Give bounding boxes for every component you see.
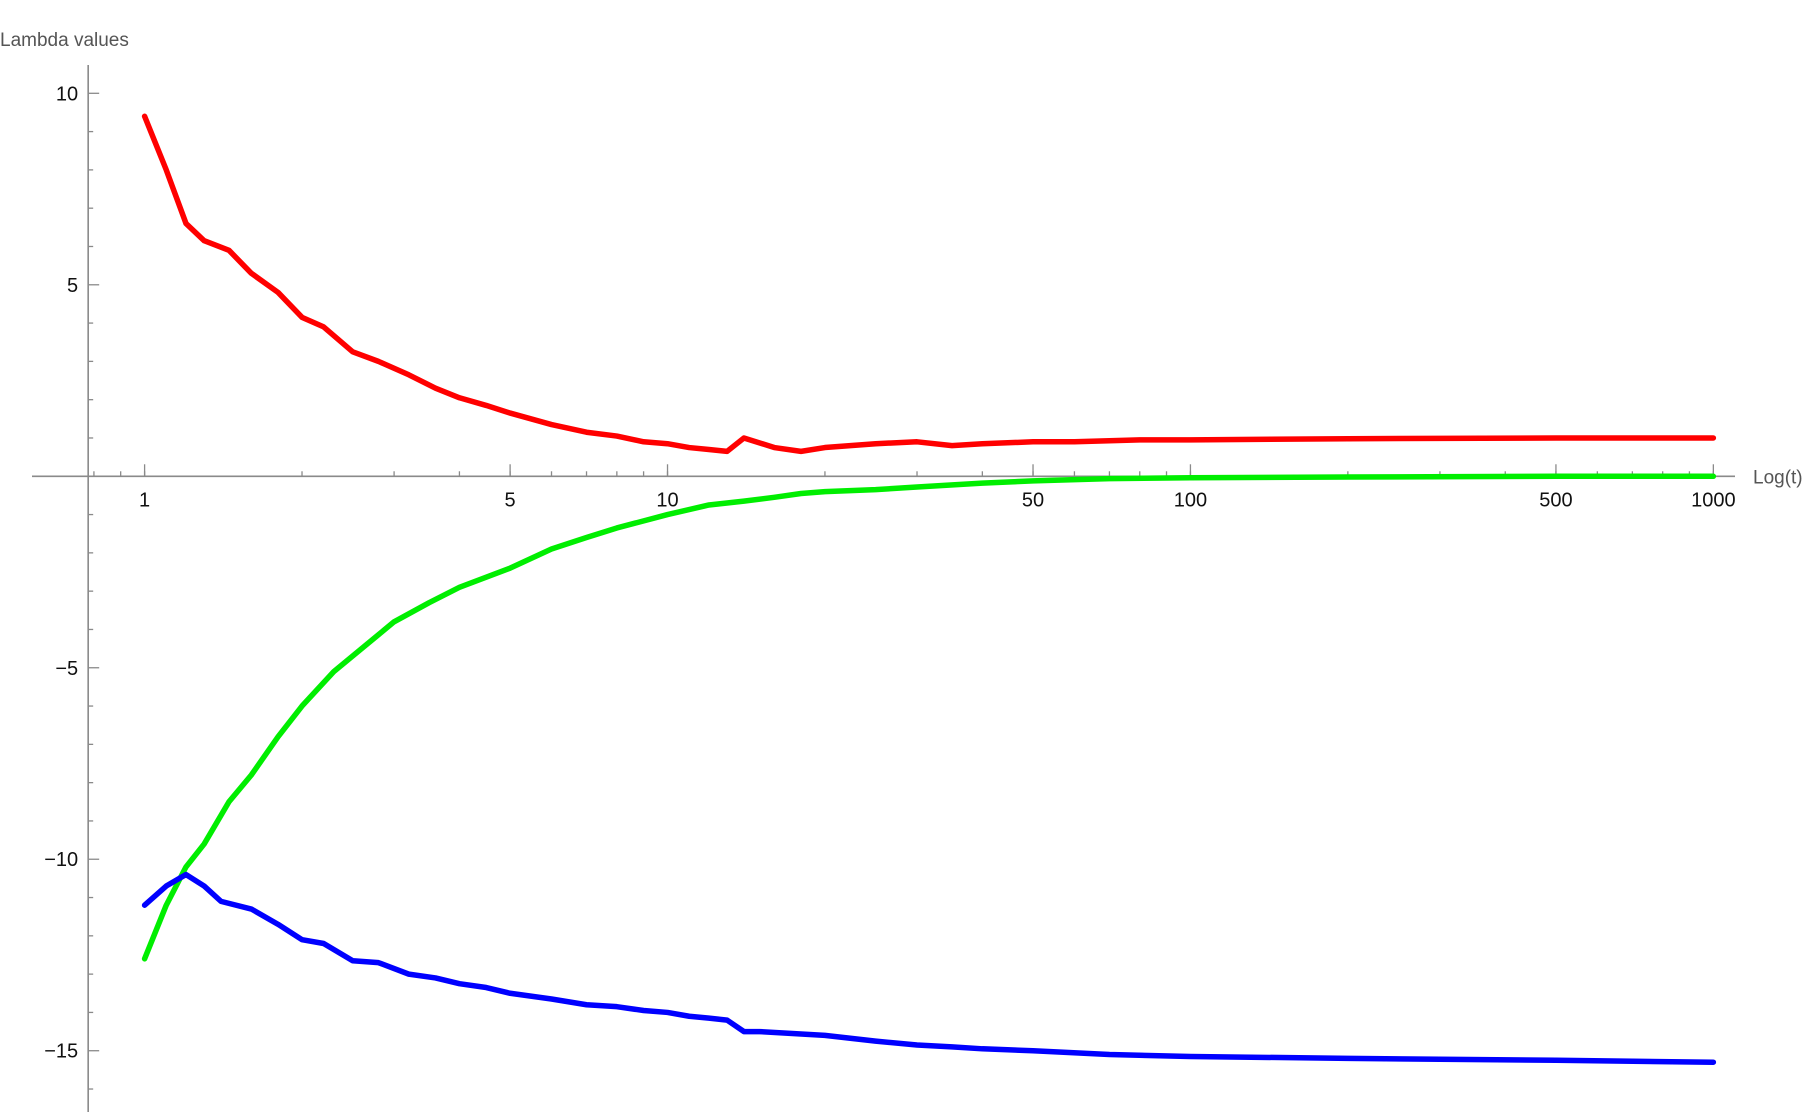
tick-marks [88,92,1715,1090]
series-lines [141,113,1717,1065]
tick-labels: 1 5 10 50 100 500 1000 10 5 −5 −10 −15 [44,83,1735,1062]
y-tick-label: −10 [44,849,78,871]
axes [32,65,1735,1112]
y-tick-label: −15 [44,1041,78,1063]
x-tick-label: 1000 [1691,489,1736,511]
y-tick-label: −5 [55,658,78,680]
y-tick-label: 5 [67,275,78,297]
x-tick-label: 50 [1022,489,1044,511]
series-line-2 [141,473,1717,962]
series-line-3 [141,871,1717,1065]
x-tick-label: 1 [139,489,150,511]
y-tick-label: 10 [56,83,78,105]
x-tick-label: 500 [1539,489,1572,511]
x-tick-label: 10 [656,489,678,511]
y-axis-title: Lambda values [0,30,129,51]
series-line-1 [141,113,1717,455]
x-axis-title: Log(t) [1753,467,1803,488]
x-tick-label: 100 [1174,489,1207,511]
x-tick-label: 5 [505,489,516,511]
